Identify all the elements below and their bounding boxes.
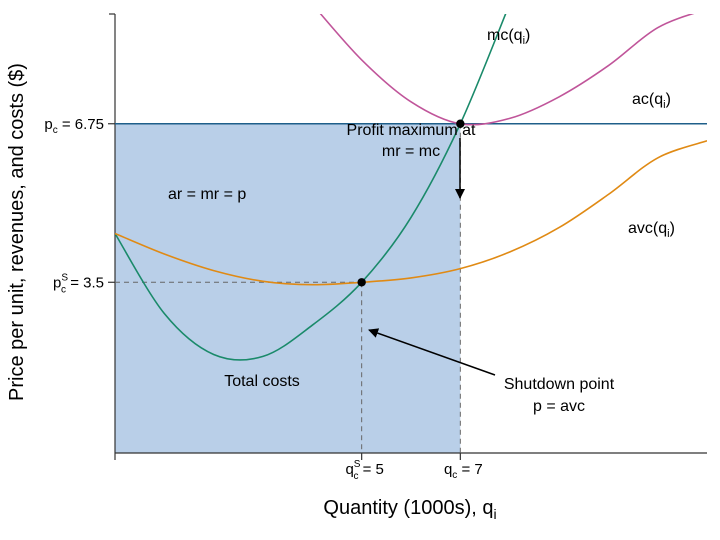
x-axis-title: Quantity (1000s), qi: [323, 497, 496, 522]
revenue-area: [115, 123, 461, 453]
y-tick-label-0: pc = 6.75: [44, 116, 104, 136]
profit-max-annotation-line1: Profit maximum at: [347, 122, 476, 139]
x-tick-label-1: qc = 7: [444, 461, 483, 481]
total-costs-label: Total costs: [224, 373, 300, 390]
y-ticks: pc = 6.75 pS c = 3.5: [44, 116, 115, 295]
cost-curves: [115, 14, 707, 361]
shutdown-arrow: [368, 328, 496, 376]
x-ticks: qS c = 5 qc = 7: [345, 453, 483, 482]
shutdown-annotation-line1: Shutdown point: [504, 376, 615, 393]
y-axis-title: Price per unit, revenues, and costs ($): [6, 63, 28, 401]
shutdown-annotation-line2: p = avc: [533, 398, 585, 415]
mc-curve: [115, 14, 507, 361]
profit-max-annotation-line2: mr = mc: [382, 143, 440, 160]
y-tick-label-1: pS c = 3.5: [53, 272, 104, 295]
shutdown-point: [357, 278, 366, 287]
ac-curve: [319, 14, 695, 126]
x-tick-label-0: qS c = 5: [345, 459, 383, 482]
mc-curve-label: mc(qi): [487, 27, 530, 47]
profit-max-point: [456, 119, 465, 128]
price-line-label: ar = mr = p: [168, 186, 246, 203]
avc-curve: [115, 140, 707, 286]
avc-curve-label: avc(qi): [628, 220, 675, 240]
key-points: [357, 119, 465, 287]
ac-curve-label: ac(qi): [632, 91, 671, 111]
